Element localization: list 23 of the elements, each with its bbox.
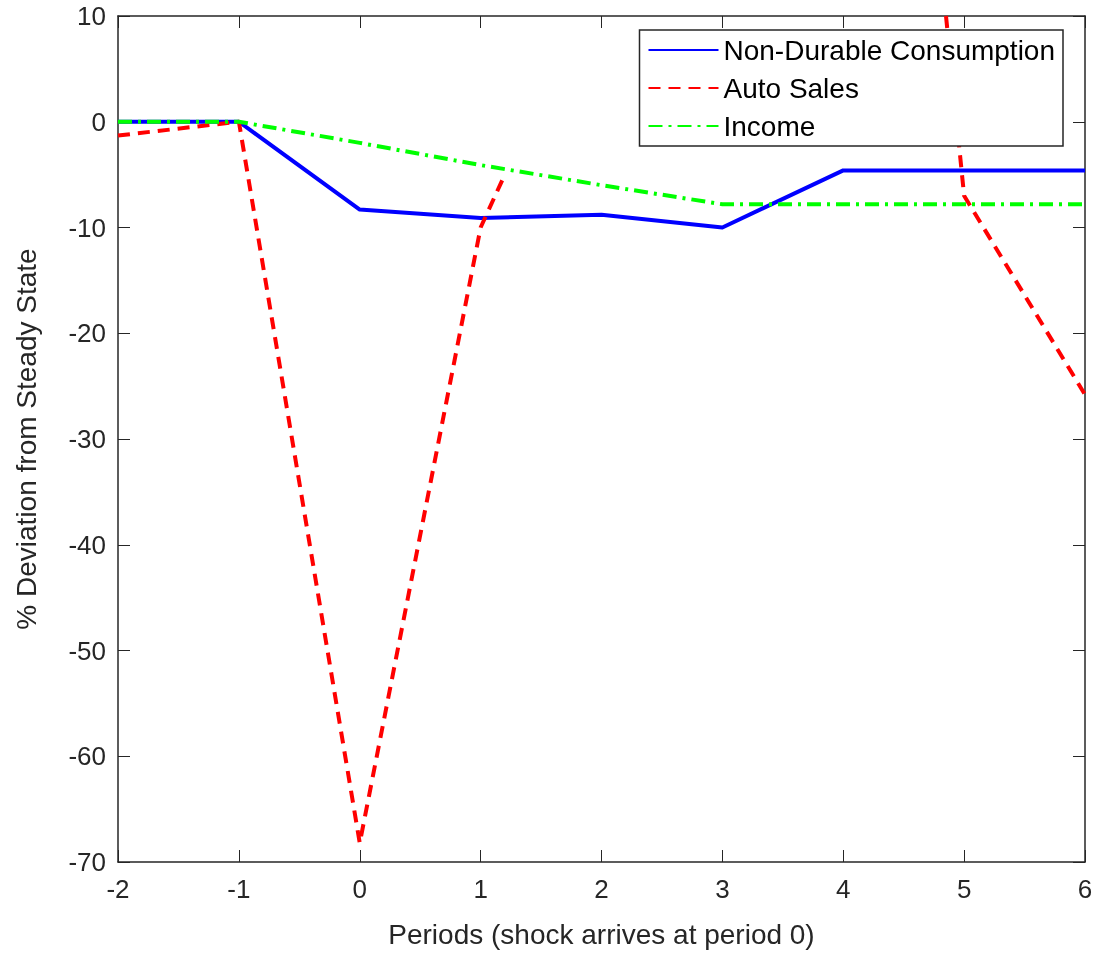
y-tick-label: -10	[68, 212, 106, 243]
x-axis-title: Periods (shock arrives at period 0)	[388, 918, 815, 950]
y-tick-label: -30	[68, 424, 106, 454]
y-tick-label: -70	[68, 847, 106, 877]
y-axis-title: % Deviation from Steady State	[10, 248, 42, 630]
y-tick-label: -50	[68, 635, 106, 666]
legend-label: Income	[723, 110, 816, 142]
legend-label: Auto Sales	[723, 72, 859, 104]
y-tick-label: -20	[68, 318, 106, 349]
x-tick-label: 1	[473, 874, 488, 904]
legend-label: Non-Durable Consumption	[723, 34, 1056, 66]
y-tick-label: -40	[68, 529, 106, 560]
x-tick-label: 2	[594, 874, 609, 904]
x-tick-label: 0	[352, 874, 367, 904]
x-tick-label: 6	[1077, 874, 1093, 904]
x-tick-label: 4	[836, 874, 851, 904]
x-tick-label: -1	[227, 874, 251, 904]
y-tick-label: 10	[77, 1, 106, 31]
y-tick-label: 0	[91, 106, 106, 137]
x-tick-label: 5	[956, 874, 972, 904]
y-tick-label: -60	[68, 741, 106, 772]
x-tick-label: 3	[715, 874, 730, 904]
x-tick-label: -2	[106, 874, 130, 904]
